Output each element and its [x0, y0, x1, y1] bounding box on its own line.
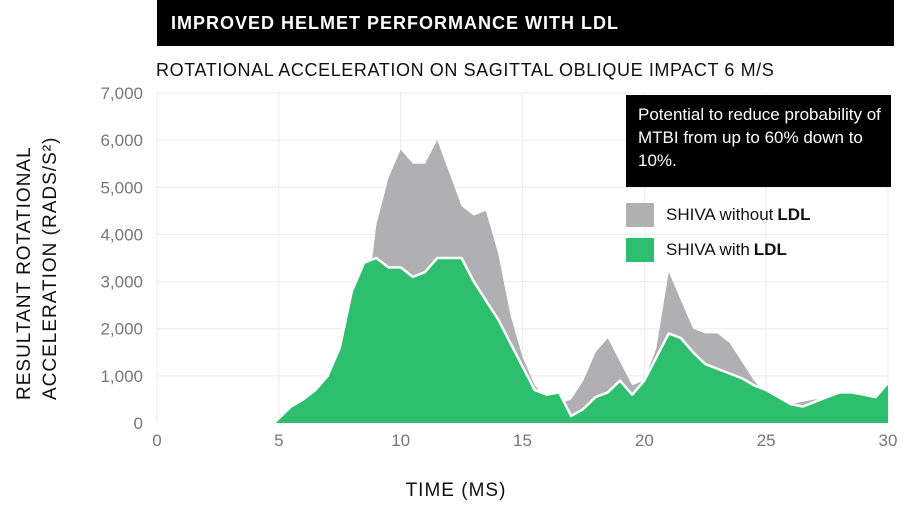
legend-swatch-gray — [626, 203, 654, 227]
x-axis-ticks: 0 5 10 15 20 25 30 — [152, 431, 897, 450]
legend-label-without-ldl: SHIVA without LDL — [666, 205, 811, 224]
x-axis-label: TIME (MS) — [405, 480, 507, 501]
y-axis-label-line-1: RESULTANT ROTATIONAL — [14, 146, 35, 400]
x-tick-label: 20 — [635, 431, 654, 450]
y-tick-label: 1,000 — [100, 367, 143, 386]
y-tick-label: 4,000 — [100, 225, 143, 244]
chart-banner: IMPROVED HELMET PERFORMANCE WITH LDL — [157, 0, 894, 46]
y-axis-label-container: RESULTANT ROTATIONAL ACCELERATION (RADS/… — [14, 137, 61, 400]
x-tick-label: 15 — [513, 431, 532, 450]
y-tick-label: 3,000 — [100, 273, 143, 292]
y-tick-label: 5,000 — [100, 178, 143, 197]
annotation-box: Potential to reduce probability of MTBI … — [626, 95, 891, 187]
x-tick-label: 25 — [757, 431, 776, 450]
y-tick-label: 7,000 — [100, 84, 143, 103]
legend-swatch-green — [626, 238, 654, 262]
legend-label-with-ldl: SHIVA with LDL — [666, 240, 787, 259]
y-tick-label: 0 — [134, 414, 143, 433]
legend-item-without-ldl: SHIVA without LDL — [626, 203, 810, 227]
y-axis-label-line-2: ACCELERATION (RADS/S²) — [40, 137, 61, 400]
series-layer — [157, 140, 889, 425]
x-tick-label: 30 — [879, 431, 898, 450]
x-tick-label: 5 — [274, 431, 283, 450]
x-tick-label: 0 — [152, 431, 161, 450]
chart-title: ROTATIONAL ACCELERATION ON SAGITTAL OBLI… — [156, 60, 775, 80]
line-with-ldl — [157, 256, 889, 425]
area-with-ldl — [157, 258, 888, 423]
x-tick-label: 10 — [391, 431, 410, 450]
y-tick-label: 2,000 — [100, 320, 143, 339]
y-axis-ticks: 0 1,000 2,000 3,000 4,000 5,000 6,000 7,000 — [100, 84, 143, 433]
legend-item-with-ldl: SHIVA with LDL — [626, 238, 787, 262]
y-tick-label: 6,000 — [100, 131, 143, 150]
